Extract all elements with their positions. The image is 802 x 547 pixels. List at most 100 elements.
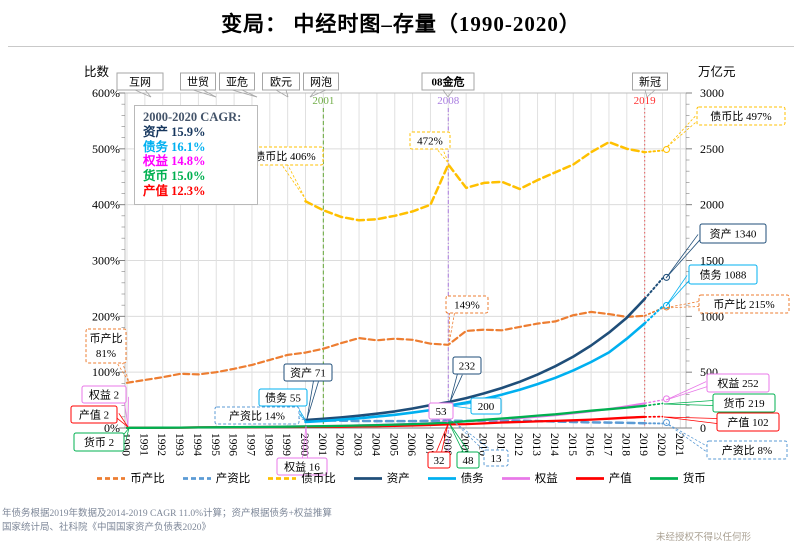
annotation-chanzibi-2008: 13 (452, 420, 509, 467)
svg-text:产资比 8%: 产资比 8% (722, 443, 772, 457)
svg-text:2002: 2002 (334, 433, 346, 456)
svg-text:2015: 2015 (566, 433, 578, 456)
axis-ticks (119, 92, 692, 429)
annotation-quanyi-2008: 53 (428, 402, 454, 423)
svg-text:欧元: 欧元 (270, 76, 292, 89)
event-box-世贸: 世贸 (180, 72, 217, 98)
right-axis-title: 万亿元 (698, 65, 736, 79)
series-货币 (125, 402, 664, 429)
legend-item-资产: 资产 (353, 470, 410, 486)
annotation-zichan-2008: 232 (449, 356, 482, 403)
svg-text:债币比 497%: 债币比 497% (710, 109, 771, 123)
svg-text:100%: 100% (92, 365, 120, 379)
cagr-item-资产: 资产 15.9% (143, 124, 206, 139)
svg-text:债币比 406%: 债币比 406% (254, 149, 315, 163)
legend-swatch (501, 476, 530, 480)
svg-text:2017: 2017 (601, 433, 613, 456)
svg-text:资产 71: 资产 71 (290, 365, 326, 379)
annotation-bichanbi-2020: 币产比 215% (663, 294, 790, 314)
svg-text:2019: 2019 (634, 95, 657, 107)
svg-text:1992: 1992 (155, 433, 167, 456)
legend: 币产比 产资比 债币比 资产 债务 权益 产值 货币 (0, 470, 802, 486)
svg-text:2001: 2001 (312, 95, 334, 107)
series-币产比 (125, 303, 670, 384)
legend-swatch (575, 476, 604, 480)
annotation-zhaiwu-2000: 债务 55 (258, 388, 308, 422)
svg-text:0%: 0% (104, 421, 120, 435)
svg-text:400%: 400% (92, 198, 120, 212)
annotation-zhaibibi-2020: 债币比 497% (665, 106, 786, 149)
svg-text:48: 48 (463, 455, 475, 467)
event-box-亚危: 亚危 (219, 72, 258, 98)
svg-text:新冠: 新冠 (639, 75, 661, 89)
svg-text:货币 219: 货币 219 (723, 396, 765, 410)
svg-text:232: 232 (459, 360, 476, 372)
footnote-line-1: 年债务根据2019年数据及2014-2019 CAGR 11.0%计算；资产根据… (2, 509, 332, 519)
svg-text:1999: 1999 (280, 433, 292, 456)
event-box-08金危: 08金危 (421, 72, 475, 98)
legend-item-产值: 产值 (575, 470, 632, 486)
annotation-quanyi-1990: 权益 2 (81, 385, 129, 427)
event-line-2019: 2019 (634, 95, 657, 428)
annotation-huobi-2008: 48 (448, 422, 480, 469)
svg-text:1997: 1997 (244, 433, 256, 456)
svg-text:2014: 2014 (548, 433, 560, 456)
svg-text:亚危: 亚危 (226, 76, 248, 89)
legend-label: 产资比 (215, 473, 251, 485)
annotation-huobi-2020: 货币 219 (663, 393, 776, 413)
page-title: 变局： 中经时图–存量（1990-2020） (221, 12, 581, 36)
svg-text:1995: 1995 (209, 433, 221, 456)
svg-text:1500: 1500 (700, 254, 724, 268)
legend-swatch (427, 476, 456, 480)
svg-text:债务 55: 债务 55 (265, 390, 301, 404)
svg-text:权益 16: 权益 16 (284, 459, 320, 473)
legend-label: 币产比 (130, 473, 165, 485)
annotation-zhaibibi-2000: 债币比 406% (246, 146, 324, 201)
svg-text:2018: 2018 (619, 433, 631, 456)
svg-text:600%: 600% (92, 86, 120, 100)
svg-text:网泡: 网泡 (310, 75, 332, 89)
annotation-chanzhi-2020: 产值 102 (663, 412, 780, 432)
svg-text:1994: 1994 (191, 433, 203, 456)
svg-text:08金危: 08金危 (432, 75, 465, 89)
svg-text:1996: 1996 (227, 433, 239, 456)
svg-text:53: 53 (436, 406, 448, 418)
left-axis-title: 比数 (84, 65, 110, 79)
legend-label: 产值 (608, 473, 632, 485)
svg-text:13: 13 (491, 453, 503, 465)
series-产资比 (304, 418, 670, 427)
legend-label: 货币 (682, 473, 706, 485)
annotation-bichanbi-2008: 149% (445, 295, 489, 345)
svg-text:2020: 2020 (655, 433, 667, 456)
svg-text:资产 1340: 资产 1340 (710, 226, 757, 240)
svg-text:1998: 1998 (262, 433, 274, 456)
annotation-quanyi-2020: 权益 252 (665, 373, 770, 401)
legend-swatch (649, 476, 678, 480)
legend-swatch (182, 476, 211, 480)
svg-text:200: 200 (478, 401, 495, 413)
svg-text:2500: 2500 (700, 142, 724, 156)
title-divider (8, 46, 794, 47)
svg-text:2021: 2021 (673, 433, 685, 456)
svg-text:2006: 2006 (405, 433, 417, 456)
svg-text:2012: 2012 (512, 433, 524, 456)
footnote-line-2: 国家统计局、社科院《中国国家资产负债表2020》 (2, 522, 212, 533)
legend-item-债务: 债务 (427, 470, 484, 486)
annotation-bichanbi-1990: 币产比 81% (85, 328, 130, 383)
event-box-网泡: 网泡 (303, 72, 339, 98)
svg-text:货币 2: 货币 2 (84, 435, 114, 449)
svg-text:2000: 2000 (700, 198, 724, 212)
svg-text:2013: 2013 (530, 433, 542, 456)
event-box-新冠: 新冠 (632, 72, 668, 98)
legend-item-产资比: 产资比 (182, 470, 251, 486)
svg-text:2019: 2019 (637, 433, 649, 456)
annotation-zichan-2020: 资产 1340 (665, 223, 767, 279)
svg-text:1991: 1991 (137, 433, 149, 456)
annotation-chanzibi-2020: 产资比 8% (665, 422, 788, 460)
svg-text:产值 102: 产值 102 (727, 415, 768, 429)
annotation-zhaiwu-2008: 200 (451, 397, 502, 415)
annotation-zichan-2000: 资产 71 (283, 363, 333, 420)
